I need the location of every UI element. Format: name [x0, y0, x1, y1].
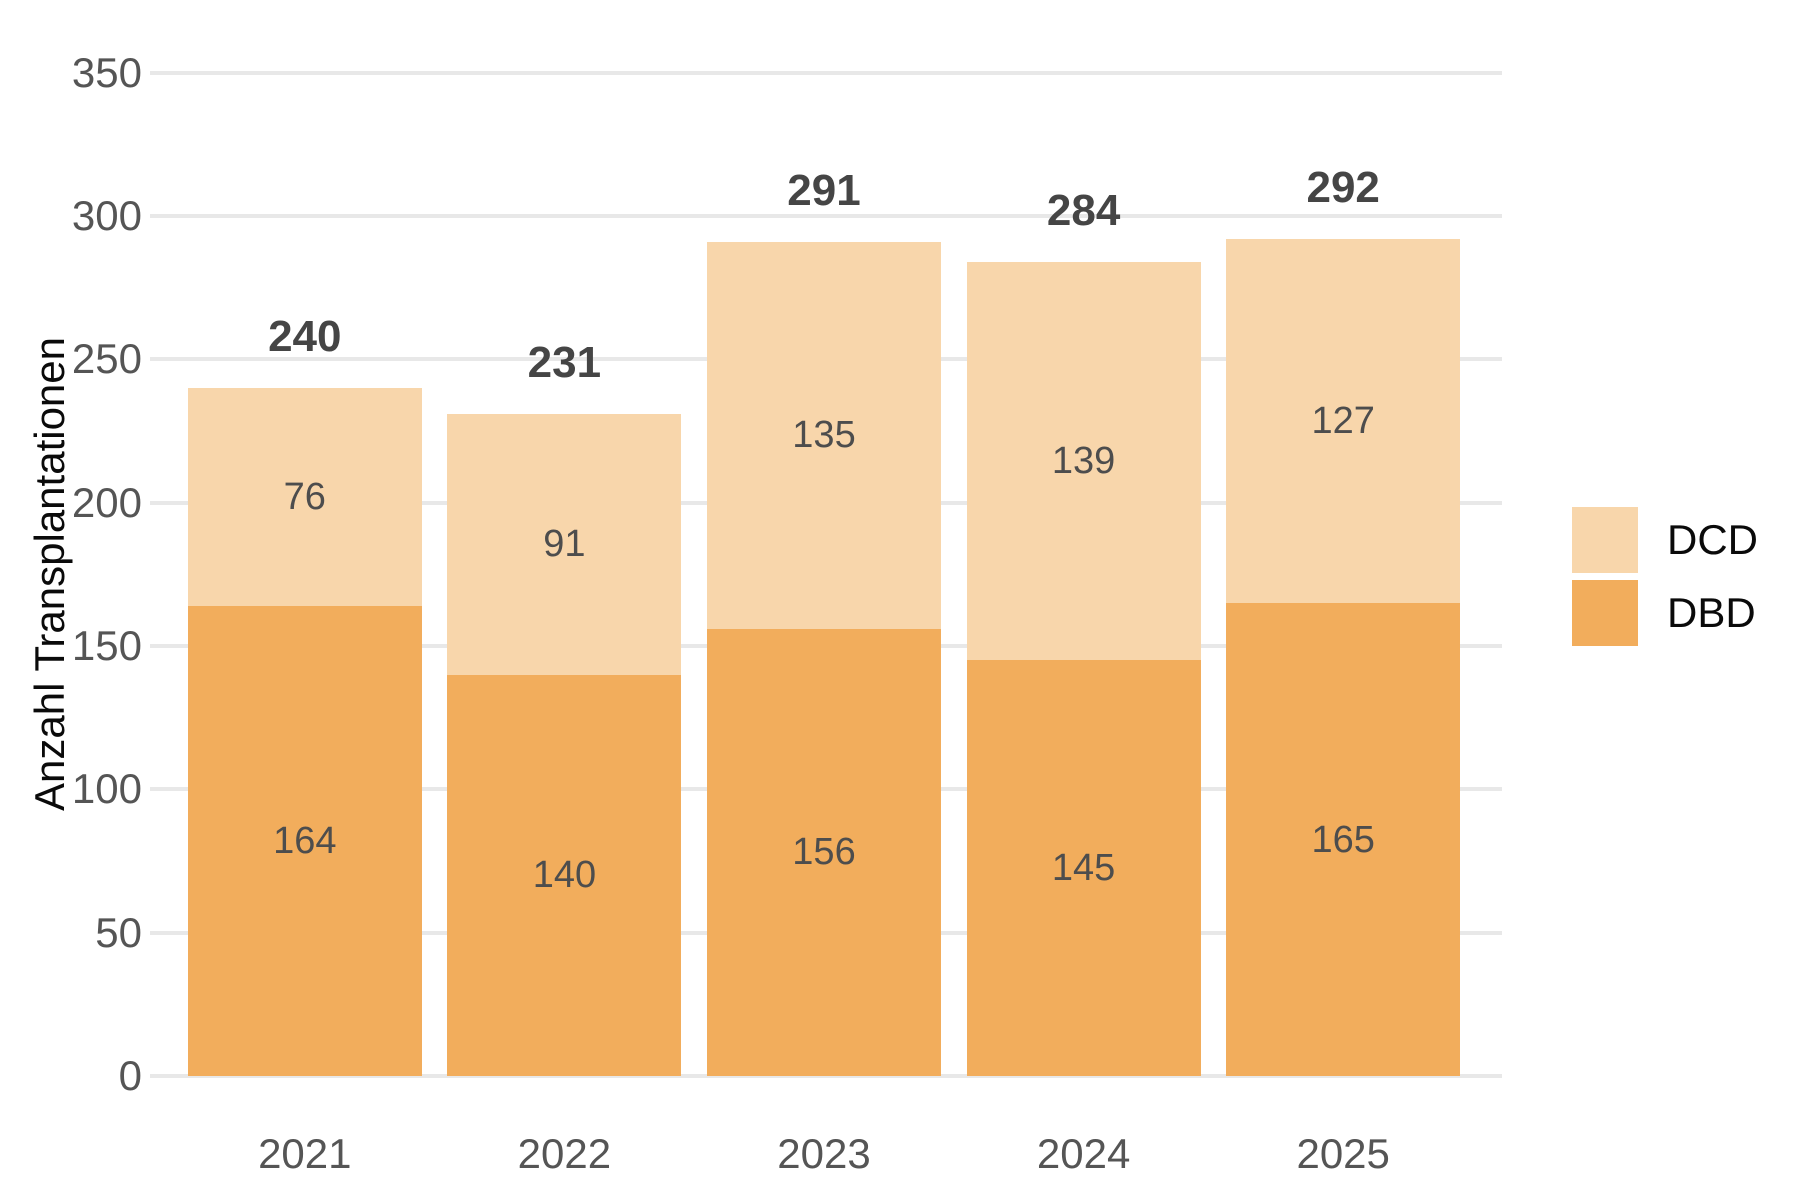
x-tick-label: 2024: [1036, 1130, 1131, 1177]
y-axis-title: Anzahl Transplantationen: [26, 337, 73, 811]
y-tick-label: 350: [71, 48, 142, 96]
bar-segment-dbd: [1226, 603, 1461, 1076]
legend-row-dcd: DCD: [1572, 507, 1758, 573]
bar-value-label: 156: [792, 831, 856, 874]
bar-total-label: 231: [527, 337, 602, 387]
bar-value-label: 135: [792, 414, 856, 457]
y-tick-label: 300: [71, 192, 142, 240]
bar-total-label: 292: [1306, 162, 1380, 212]
legend-swatch-dcd: [1572, 507, 1638, 573]
bar-value-label: 140: [532, 854, 597, 897]
legend-swatch-dbd: [1572, 580, 1638, 646]
bar-total-label: 291: [787, 165, 861, 215]
bar-segment-dcd: [447, 413, 682, 675]
y-tick-label: 150: [71, 622, 142, 669]
bar-segment-dcd: [707, 241, 941, 629]
bar-total-label: 240: [268, 312, 342, 362]
bar-segment-dbd: [187, 605, 422, 1076]
x-tick-label: 2025: [1296, 1130, 1390, 1177]
bar-segment-dbd: [966, 660, 1201, 1076]
legend-row-dbd: DBD: [1572, 580, 1758, 646]
bar-segment-dcd: [966, 261, 1201, 661]
x-tick-label: 2021: [258, 1130, 352, 1177]
bar-segment-dbd: [447, 674, 682, 1076]
legend: DCD DBD: [1572, 507, 1758, 653]
y-gridline: [150, 1074, 1502, 1078]
bar-value-label: 76: [283, 475, 326, 518]
bar-segment-dcd: [187, 388, 422, 606]
y-tick-label: 50: [95, 908, 142, 956]
x-tick-label: 2022: [517, 1130, 612, 1177]
y-gridline: [150, 214, 1502, 219]
legend-label-dbd: DBD: [1667, 589, 1756, 636]
y-tick-label: 100: [71, 765, 142, 813]
x-tick-label: 2023: [777, 1130, 871, 1177]
y-tick-label: 250: [71, 335, 142, 383]
y-tick-label: 200: [71, 478, 142, 526]
bar-segment-dbd: [707, 628, 941, 1076]
bar-segment-dcd: [1226, 238, 1461, 603]
legend-label-dcd: DCD: [1667, 516, 1758, 563]
bar-total-label: 284: [1046, 185, 1121, 235]
bar-value-label: 145: [1051, 847, 1116, 890]
bar-value-label: 91: [543, 523, 586, 566]
bar-value-label: 165: [1311, 818, 1375, 861]
bar-value-label: 164: [273, 819, 337, 862]
y-gridline: [150, 70, 1502, 75]
bar-value-label: 127: [1311, 399, 1375, 442]
y-tick-label: 0: [118, 1052, 142, 1099]
bar-value-label: 139: [1051, 440, 1116, 483]
